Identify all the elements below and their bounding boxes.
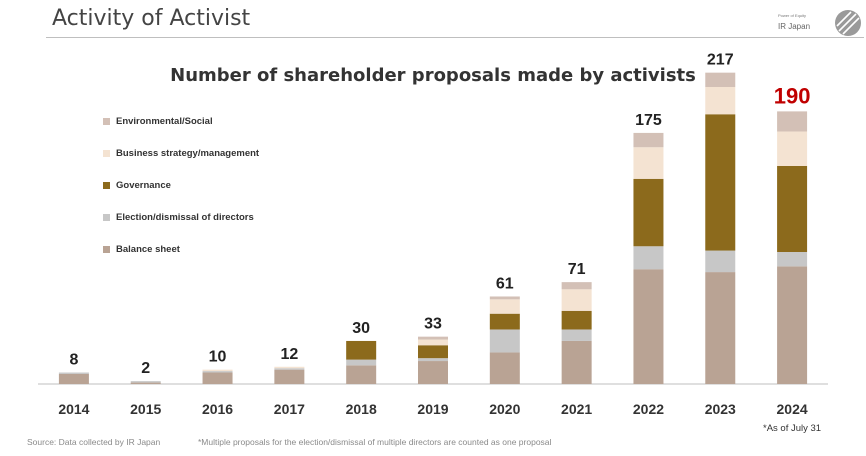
legend-swatch	[103, 117, 110, 125]
chart-title: Number of shareholder proposals made by …	[170, 65, 696, 86]
header-divider	[46, 37, 864, 38]
bar-segment-2021-s0	[561, 340, 592, 384]
bar-segment-2018-s2	[346, 340, 377, 360]
total-label-2021: 71	[568, 261, 586, 278]
x-tick-label-2019: 2019	[417, 401, 448, 417]
legend-swatch	[103, 213, 110, 221]
bar-segment-2017-s3	[274, 366, 305, 369]
total-label-2018: 30	[352, 320, 370, 337]
bar-segment-2016-s1	[202, 371, 233, 373]
bar-segment-2016-s0	[202, 372, 233, 384]
chart-legend: Environmental/Social Business strategy/ma…	[103, 105, 259, 265]
bar-segment-2022-s0	[633, 269, 664, 384]
total-label-2022: 175	[635, 112, 662, 129]
bar-segment-2024-s4	[777, 111, 808, 132]
bar-segment-2019-s2	[418, 345, 448, 359]
bar-segment-2020-s1	[489, 329, 520, 353]
x-tick-label-2016: 2016	[202, 401, 233, 417]
bar-segment-2022-s2	[633, 178, 664, 247]
bar-segment-2024-s1	[777, 252, 808, 267]
bar-segment-2021-s4	[561, 282, 592, 290]
bar-segment-2019-s0	[418, 361, 448, 384]
bar-segment-2022-s1	[633, 246, 664, 270]
legend-label: Environmental/Social	[116, 115, 213, 127]
total-label-2019: 33	[424, 316, 442, 333]
brand-mark-icon	[835, 10, 861, 36]
legend-item: Balance sheet	[103, 233, 259, 265]
bar-segment-2022-s3	[633, 147, 664, 179]
legend-swatch	[103, 245, 110, 253]
total-label-2015: 2	[141, 360, 150, 377]
bar-segment-2023-s3	[705, 87, 736, 115]
bar-segment-2019-s3	[418, 339, 448, 346]
page-title: Activity of Activist	[52, 6, 251, 31]
x-tick-label-2024: 2024	[777, 401, 808, 417]
source-note: Source: Data collected by IR Japan	[27, 437, 161, 447]
brand-logo: Power of Equity IR Japan	[778, 9, 866, 37]
bar-segment-2018-s0	[346, 365, 377, 384]
bar-segment-2015-s1	[130, 381, 161, 383]
bar-segment-2023-s1	[705, 250, 736, 273]
bar-segment-2024-s0	[777, 266, 808, 384]
brand-name: IR Japan	[778, 22, 811, 31]
legend-label: Election/dismissal of directors	[116, 211, 254, 223]
legend-label: Balance sheet	[116, 243, 180, 255]
total-label-2023: 217	[707, 52, 734, 69]
bar-segment-2021-s2	[561, 310, 592, 330]
bar-segment-2014-s0	[58, 373, 89, 384]
total-label-2014: 8	[69, 352, 78, 369]
bar-segment-2020-s4	[489, 296, 520, 300]
bar-segment-2020-s2	[489, 313, 520, 330]
bar-segment-2014-s1	[58, 372, 89, 374]
total-label-2017: 12	[280, 346, 298, 363]
x-tick-label-2023: 2023	[705, 401, 736, 417]
bar-segment-2022-s4	[633, 132, 664, 148]
legend-label: Governance	[116, 179, 171, 191]
bar-segment-2021-s3	[561, 289, 592, 311]
x-tick-label-2018: 2018	[346, 401, 377, 417]
bar-segment-2020-s3	[489, 299, 520, 314]
as-of-note: *As of July 31	[763, 423, 822, 434]
bar-segment-2016-s3	[202, 369, 233, 372]
bar-segment-2019-s4	[418, 336, 448, 340]
legend-item: Election/dismissal of directors	[103, 201, 259, 233]
brand-tagline: Power of Equity	[778, 13, 807, 18]
bar-segment-2024-s2	[777, 165, 808, 252]
bar-segment-2020-s0	[489, 352, 520, 384]
total-label-2024: 190	[774, 83, 811, 108]
total-label-2020: 61	[496, 275, 514, 292]
bar-segment-2017-s0	[274, 369, 305, 384]
legend-item: Governance	[103, 169, 259, 201]
x-tick-label-2020: 2020	[489, 401, 520, 417]
counting-note: *Multiple proposals for the election/dis…	[198, 437, 552, 447]
legend-item: Environmental/Social	[103, 105, 259, 137]
x-tick-label-2022: 2022	[633, 401, 664, 417]
bar-segment-2023-s0	[705, 272, 736, 384]
bar-segment-2018-s1	[346, 359, 377, 366]
bar-segment-2021-s1	[561, 329, 592, 341]
bar-segment-2015-s0	[130, 382, 161, 384]
legend-label: Business strategy/management	[116, 147, 260, 159]
legend-swatch	[103, 149, 110, 157]
bar-segment-2023-s2	[705, 114, 736, 251]
x-tick-label-2014: 2014	[58, 401, 89, 417]
bar-segment-2024-s3	[777, 131, 808, 166]
legend-swatch	[103, 181, 110, 189]
x-tick-label-2015: 2015	[130, 401, 161, 417]
x-tick-label-2017: 2017	[274, 401, 305, 417]
bar-segment-2019-s1	[418, 358, 448, 362]
x-tick-label-2021: 2021	[561, 401, 592, 417]
bar-segment-2017-s1	[274, 368, 305, 370]
total-label-2016: 10	[209, 349, 227, 366]
bar-segment-2023-s4	[705, 72, 736, 87]
legend-item: Business strategy/management	[103, 137, 259, 169]
